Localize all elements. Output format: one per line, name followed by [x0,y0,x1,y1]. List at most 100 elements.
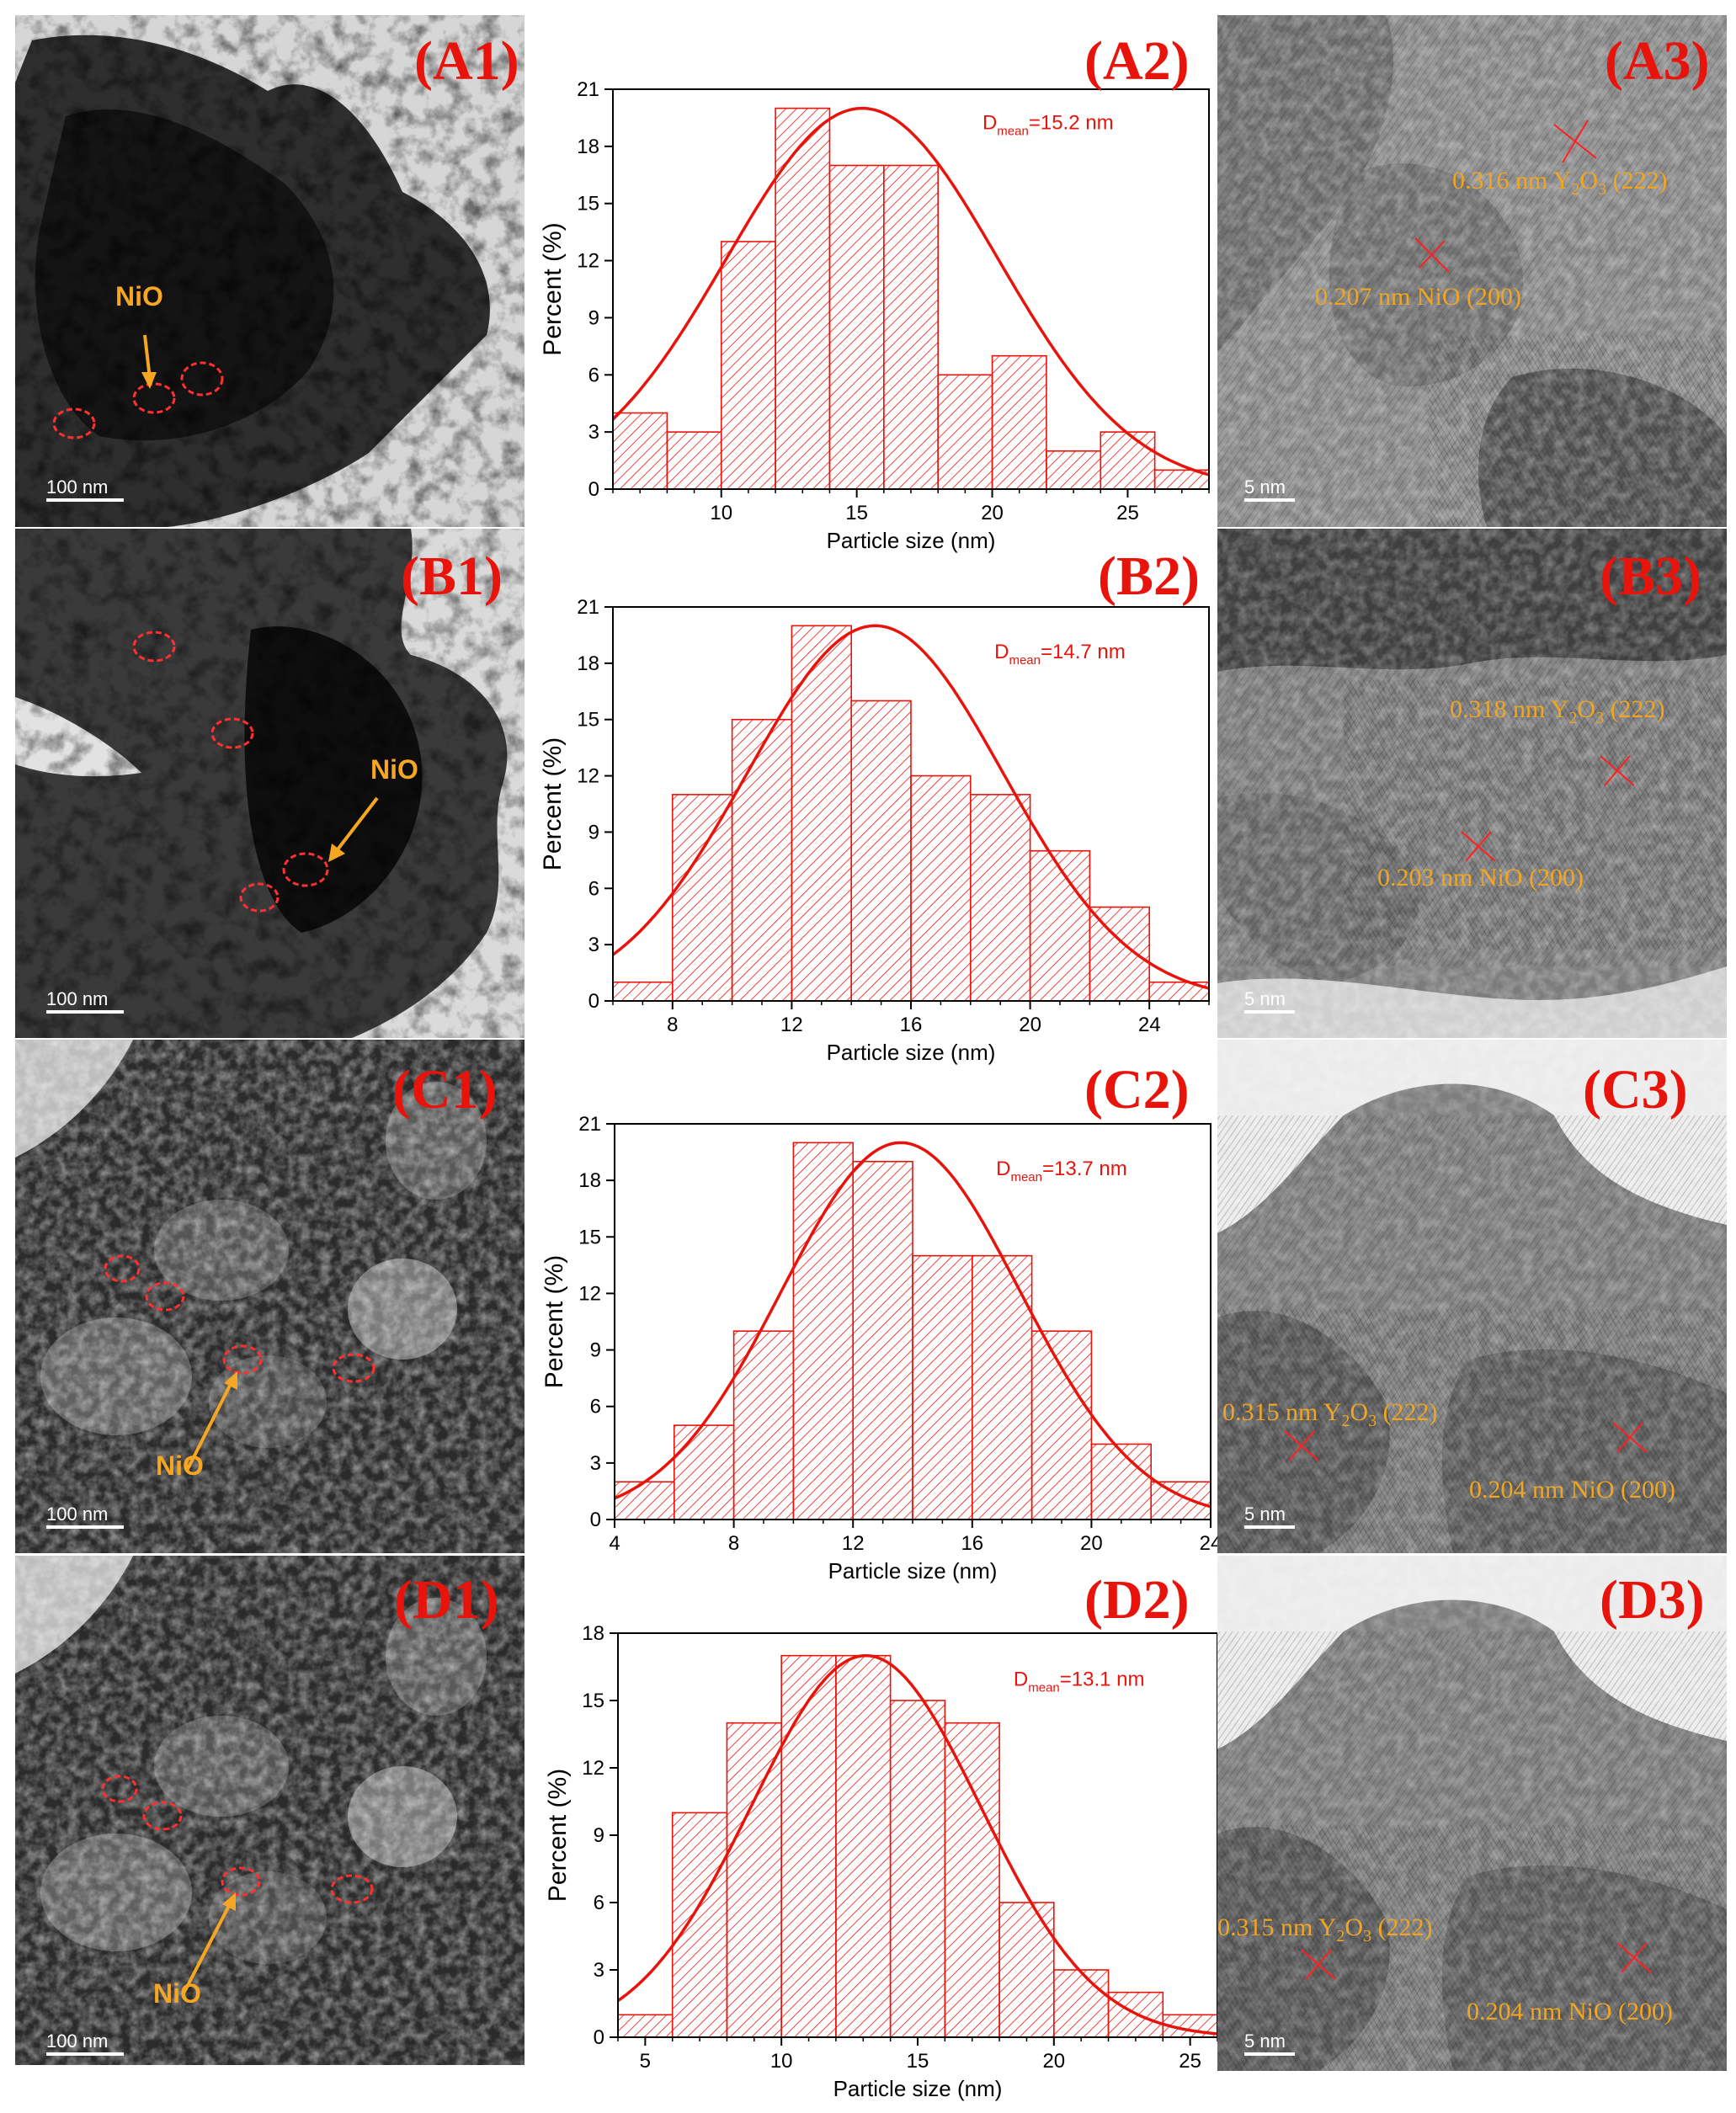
d-spacing-y2o3-d3: 0.315 nm Y2O3 (222) [1217,1913,1433,1945]
hrtem-image-a3 [1217,15,1727,527]
histogram-bar [835,1654,892,2038]
histogram-bar [674,1424,735,1520]
x-tick-label: 12 [780,1014,803,1036]
histogram-bar [969,794,1031,1002]
histogram-c2: 0 3 6 9 12 15 18 21 4 8 12 16 20 24 Particle size (nm)… [525,1040,1222,1583]
y-tick-label: 0 [588,478,599,501]
histogram-bar [617,2014,674,2038]
y-axis-label: Percent (%) [544,1769,572,1902]
y-tick-label: 9 [594,1824,604,1847]
x-tick-label: 20 [981,502,1004,524]
dmean-annotation: Dmean=13.1 nm [1014,1668,1145,1695]
histogram-bar [720,241,776,490]
panel-label-a3: (A3) [1605,30,1710,92]
scale-bar-line-c1 [46,1525,124,1529]
dmean-annotation: Dmean=13.7 nm [996,1158,1127,1184]
scale-bar-line-b3 [1244,1010,1295,1014]
histogram-bar [912,1254,973,1520]
panel-label-a2: (A2) [1084,30,1190,92]
histogram-bar [998,1902,1055,2038]
histogram-bar [889,1700,946,2038]
scale-bar-line-d3 [1244,2052,1295,2056]
x-tick-label: 16 [900,1014,923,1036]
histogram-bar [726,1722,782,2038]
d-spacing-nio-a3: 0.207 nm NiO (200) [1315,283,1521,311]
hrtem-image-b3 [1217,529,1727,1038]
histogram-bar [612,412,668,490]
x-tick-label: 15 [907,2050,929,2073]
x-tick-label: 24 [1138,1014,1161,1036]
y-tick-label: 15 [578,1226,601,1248]
panel-label-c1: (C1) [392,1059,498,1120]
histogram-bar [850,700,912,1002]
y-tick-label: 9 [590,1339,601,1362]
histogram-bar [732,1330,795,1520]
y-tick-label: 9 [588,821,599,844]
histogram-bar [671,1812,728,2038]
y-tick-label: 18 [577,136,599,158]
y-tick-label: 6 [588,877,599,900]
y-tick-label: 12 [577,765,599,788]
histogram-bar [1090,1443,1153,1520]
y-tick-label: 0 [588,990,599,1013]
panel-label-d1: (D1) [394,1569,499,1631]
gaussian-fit-curve [617,1653,1218,2036]
dmean-annotation: Dmean=14.7 nm [994,641,1126,668]
x-tick-label: 12 [842,1532,865,1555]
chart-svg: 0 3 6 9 12 15 18 21 10 15 20 25 Particle size (nm) Pe… [539,78,1210,553]
histogram-bar [1046,450,1102,490]
hrtem-image-d3 [1217,1556,1727,2071]
x-axis-label: Particle size (nm) [827,1040,996,1065]
histogram-bar [1089,906,1151,1002]
x-tick-label: 25 [1179,2050,1201,2073]
y-tick-label: 0 [594,2026,604,2049]
y-tick-label: 6 [590,1396,601,1418]
histogram-d2: 0 3 6 9 12 15 18 5 10 15 20 25 Particle size (nm) Per… [525,1556,1218,2103]
tem-image-d1 [15,1556,525,2065]
x-tick-label: 20 [1042,2050,1065,2073]
scale-bar-text-a1: 100 nm [46,476,109,498]
x-tick-label: 8 [728,1532,739,1555]
scale-bar-line-a3 [1244,498,1295,502]
panel-label-d2: (D2) [1084,1569,1190,1631]
histogram-bar [937,374,993,490]
nio-label-c1: NiO [156,1450,204,1481]
histogram-bar [792,1142,854,1520]
panel-label-b3: (B3) [1600,546,1701,607]
histogram-bar [910,774,972,1002]
x-tick-label: 10 [710,502,732,524]
x-axis-label: Particle size (nm) [827,528,996,553]
tem-image-a1 [15,15,525,527]
histogram-bar [991,354,1047,490]
scale-bar-line-a1 [46,498,124,502]
scale-bar-text-b1: 100 nm [46,988,109,1009]
scale-bar-line-c3 [1244,1525,1295,1529]
panel-label-b1: (B1) [401,546,503,607]
y-tick-label: 0 [590,1509,601,1531]
scale-bar-text-d3: 5 nm [1244,2031,1286,2052]
d-spacing-nio-b3: 0.203 nm NiO (200) [1377,864,1584,892]
histogram-bar [944,1722,1000,2038]
x-tick-label: 15 [845,502,868,524]
y-axis-label: Percent (%) [539,222,567,355]
d-spacing-nio-c3: 0.204 nm NiO (200) [1469,1476,1675,1504]
y-tick-label: 3 [594,1959,604,1982]
scale-bar-text-d1: 100 nm [46,2031,109,2052]
d-spacing-y2o3-a3: 0.316 nm Y2O3 (222) [1452,167,1668,199]
x-axis-label: Particle size (nm) [828,1558,998,1583]
y-tick-label: 12 [578,1282,601,1305]
histogram-bar [612,981,674,1002]
dmean-annotation: Dmean=15.2 nm [982,112,1114,139]
histogram-bar [672,794,733,1002]
tem-image-c1 [15,1040,525,1553]
gaussian-fit-curve [611,106,1210,476]
y-tick-label: 6 [588,364,599,386]
gaussian-fit-curve [611,624,1210,990]
x-tick-label: 20 [1019,1014,1041,1036]
histogram-b2: 0 3 6 9 12 15 18 21 8 12 16 20 24 Particle size (nm) P… [525,529,1211,1065]
x-axis-label: Particle size (nm) [833,2076,1003,2101]
y-tick-label: 9 [588,306,599,329]
histogram-bar [731,718,793,1002]
x-tick-label: 25 [1116,502,1139,524]
